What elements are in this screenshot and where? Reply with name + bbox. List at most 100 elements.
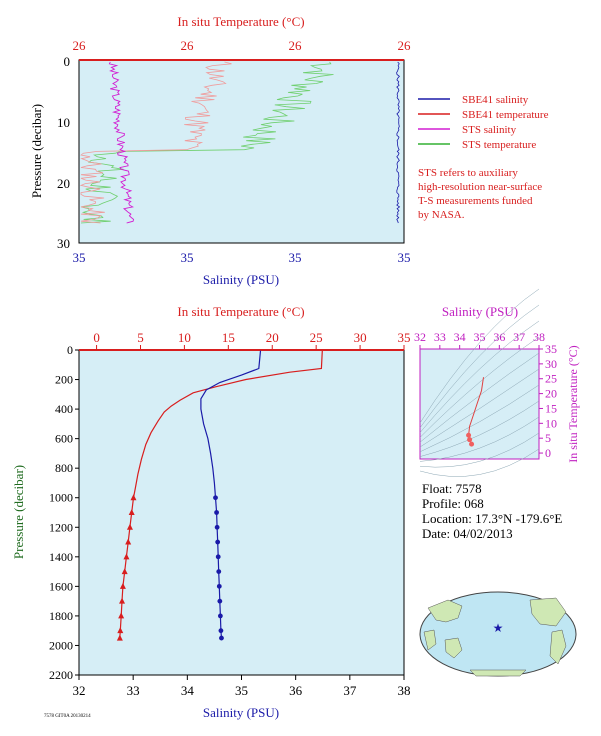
main-temp-tick-label: 30 xyxy=(354,330,367,345)
main-temp-axis-label: In situ Temperature (°C) xyxy=(177,304,304,319)
main-pressure-ticks: 0 200 400 600 800 1000 1200 1400 1600 1800 2000 220… xyxy=(49,343,79,682)
float-position-marker: ★ xyxy=(493,621,504,635)
main-sal-axis-label: Salinity (PSU) xyxy=(203,705,279,720)
ts-temp-tick-label: 0 xyxy=(545,446,551,460)
main-pressure-tick-label: 800 xyxy=(55,461,73,475)
temperature-marker xyxy=(128,509,135,515)
ts-sal-tick-label: 34 xyxy=(454,330,466,344)
temperature-marker xyxy=(118,612,125,619)
land-south-america xyxy=(549,629,567,665)
top-sal-tick-label: 35 xyxy=(73,250,86,265)
top-pressure-tick-label: 30 xyxy=(57,236,70,251)
sts-temperature-trace xyxy=(80,61,334,224)
main-pressure-tick-label: 2200 xyxy=(49,668,73,682)
ts-density-contours xyxy=(419,288,540,477)
ts-temp-tick-label: 25 xyxy=(545,372,557,386)
main-pressure-tick-label: 600 xyxy=(55,432,73,446)
temperature-marker xyxy=(125,538,132,545)
main-panel: In situ Temperature (°C) 0 5 10 15 20 25 30 35 … xyxy=(11,304,411,720)
main-pressure-tick-label: 1000 xyxy=(49,491,73,505)
legend-note-line: by NASA. xyxy=(418,209,465,221)
legend-item-label: SBE41 temperature xyxy=(462,109,549,121)
ts-temp-tick-label: 5 xyxy=(545,431,551,445)
salinity-marker xyxy=(215,539,221,545)
footer-code: 7578 GIT0A 20130214 xyxy=(44,714,91,719)
ts-sal-axis-label: Salinity (PSU) xyxy=(442,304,518,319)
top-temp-tick-label: 26 xyxy=(181,38,195,53)
ts-sal-ticks: 32 33 34 35 36 37 38 xyxy=(414,330,545,349)
main-pressure-tick-label: 1600 xyxy=(49,579,73,593)
main-pressure-tick-label: 200 xyxy=(55,373,73,387)
top-pressure-tick-label: 10 xyxy=(57,115,70,130)
legend-note-line: high-resolution near-surface xyxy=(418,181,542,193)
main-sal-tick-label: 38 xyxy=(398,683,411,698)
salinity-marker xyxy=(214,524,220,530)
main-sal-tick-label: 36 xyxy=(289,683,303,698)
ts-sal-tick-label: 32 xyxy=(414,330,426,344)
main-plot-area xyxy=(78,349,405,676)
top-sal-tick-label: 35 xyxy=(398,250,411,265)
main-sal-tick-label: 37 xyxy=(343,683,357,698)
temperature-marker xyxy=(123,553,130,560)
ts-temp-tick-label: 20 xyxy=(545,387,557,401)
land-north-america xyxy=(529,597,567,627)
map-land xyxy=(423,597,567,677)
top-sal-axis-label: Salinity (PSU) xyxy=(203,272,279,287)
main-sal-tick-label: 32 xyxy=(73,683,86,698)
salinity-marker xyxy=(219,635,224,641)
sbe41-temperature-trace xyxy=(79,61,232,224)
float-location: Location: 17.3°N -179.6°E xyxy=(422,511,562,526)
ts-sal-tick-label: 35 xyxy=(474,330,486,344)
main-temp-tick-label: 10 xyxy=(178,330,191,345)
top-temp-tick-label: 26 xyxy=(73,38,87,53)
temperature-marker xyxy=(121,568,128,575)
ts-plot-area xyxy=(419,348,540,460)
top-sal-tick-label: 35 xyxy=(289,250,302,265)
density-contour xyxy=(419,432,540,468)
ts-trace xyxy=(466,377,484,447)
main-sal-tick-label: 33 xyxy=(127,683,140,698)
density-contour xyxy=(419,384,540,453)
ts-sal-tick-label: 37 xyxy=(513,330,525,344)
main-temp-ticks: 0 5 10 15 20 25 30 35 xyxy=(93,330,411,350)
main-sal-tick-label: 35 xyxy=(235,683,248,698)
top-traces xyxy=(79,61,401,224)
land-asia xyxy=(427,599,463,623)
density-contour xyxy=(419,416,540,462)
density-contour xyxy=(419,320,540,433)
temperature-marker xyxy=(119,597,126,604)
float-info: Float: 7578 Profile: 068 Location: 17.3°… xyxy=(422,481,562,541)
legend-note-line: T-S measurements funded xyxy=(418,195,533,207)
ts-sal-tick-label: 33 xyxy=(434,330,446,344)
temperature-marker xyxy=(126,523,133,530)
main-temp-tick-label: 5 xyxy=(137,330,144,345)
main-temp-tick-label: 35 xyxy=(398,330,411,345)
main-pressure-tick-label: 0 xyxy=(67,343,73,357)
legend-note-line: STS refers to auxiliary xyxy=(418,167,518,179)
legend-item-label: SBE41 salinity xyxy=(462,94,529,106)
top-temp-axis-label: In situ Temperature (°C) xyxy=(177,14,304,29)
top-sal-tick-label: 35 xyxy=(181,250,194,265)
main-temp-tick-label: 0 xyxy=(93,330,100,345)
profile-number: Profile: 068 xyxy=(422,496,484,511)
density-contour xyxy=(419,304,540,428)
density-contour xyxy=(419,448,540,477)
sts-salinity-trace xyxy=(108,61,135,224)
salinity-marker xyxy=(214,510,219,515)
ts-temp-tick-label: 10 xyxy=(545,416,557,430)
density-contour xyxy=(419,400,540,457)
main-traces xyxy=(116,350,323,641)
temperature-marker xyxy=(117,627,124,634)
main-sal-ticks: 32 33 34 35 36 37 38 xyxy=(73,675,411,698)
salinity-marker xyxy=(218,628,224,634)
top-pressure-tick-label: 20 xyxy=(57,176,70,191)
legend-item-label: STS temperature xyxy=(462,139,536,151)
profile-date: Date: 04/02/2013 xyxy=(422,526,513,541)
salinity-marker xyxy=(215,554,221,560)
legend-item-label: STS salinity xyxy=(462,124,517,136)
top-pressure-tick-label: 0 xyxy=(64,54,71,69)
ts-temp-tick-label: 15 xyxy=(545,401,557,415)
ts-sal-tick-label: 36 xyxy=(493,330,505,344)
